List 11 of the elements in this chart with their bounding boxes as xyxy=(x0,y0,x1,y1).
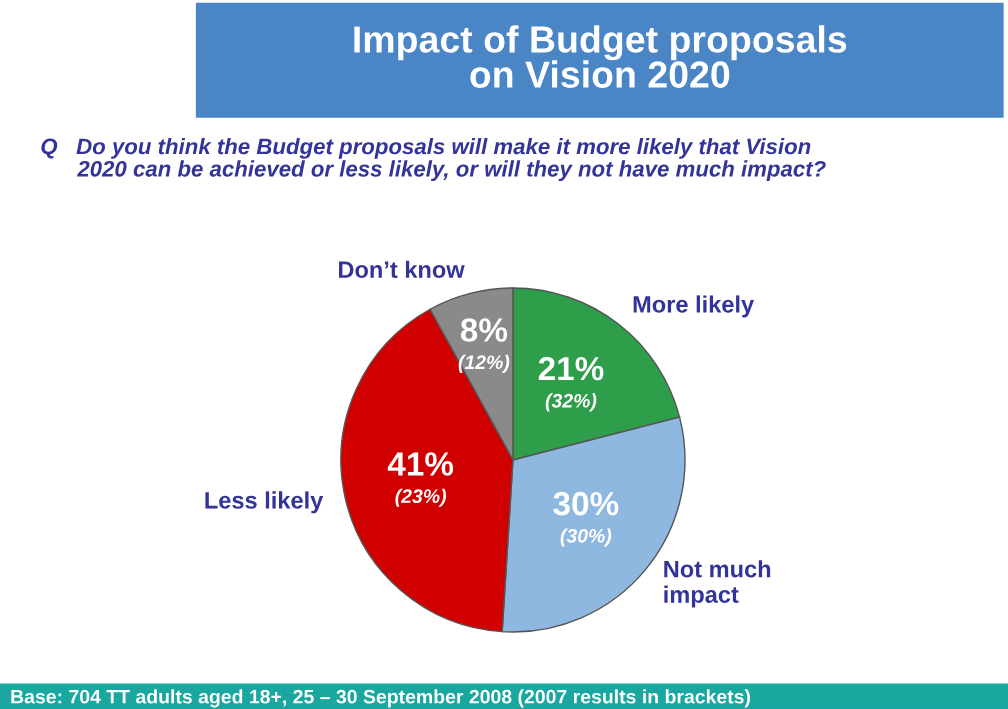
slice-label: More likely xyxy=(633,295,755,318)
chart-title: Impact of Budget proposals on Vision 2020 xyxy=(354,25,847,88)
data-label: 41% (23%) xyxy=(387,452,454,507)
text: Base: 704 TT adults aged 18+, 25 – 30 September 2008 (2007 results in brackets) xyxy=(11,689,750,708)
slice-label: Don’t know xyxy=(339,260,465,279)
slice-label: Less likely xyxy=(205,491,324,514)
chart-subtitle: Q Do you think the Budget proposals will make it more likely that Vision 2020 can be achieved or less likely, or will they not have much impact? xyxy=(41,138,826,182)
data-label: 8% (12%) xyxy=(458,318,510,373)
data-label: 21% (32%) xyxy=(538,356,604,412)
slice-label: Not much impact xyxy=(664,560,771,608)
data-label: 30% (30%) xyxy=(553,491,619,547)
